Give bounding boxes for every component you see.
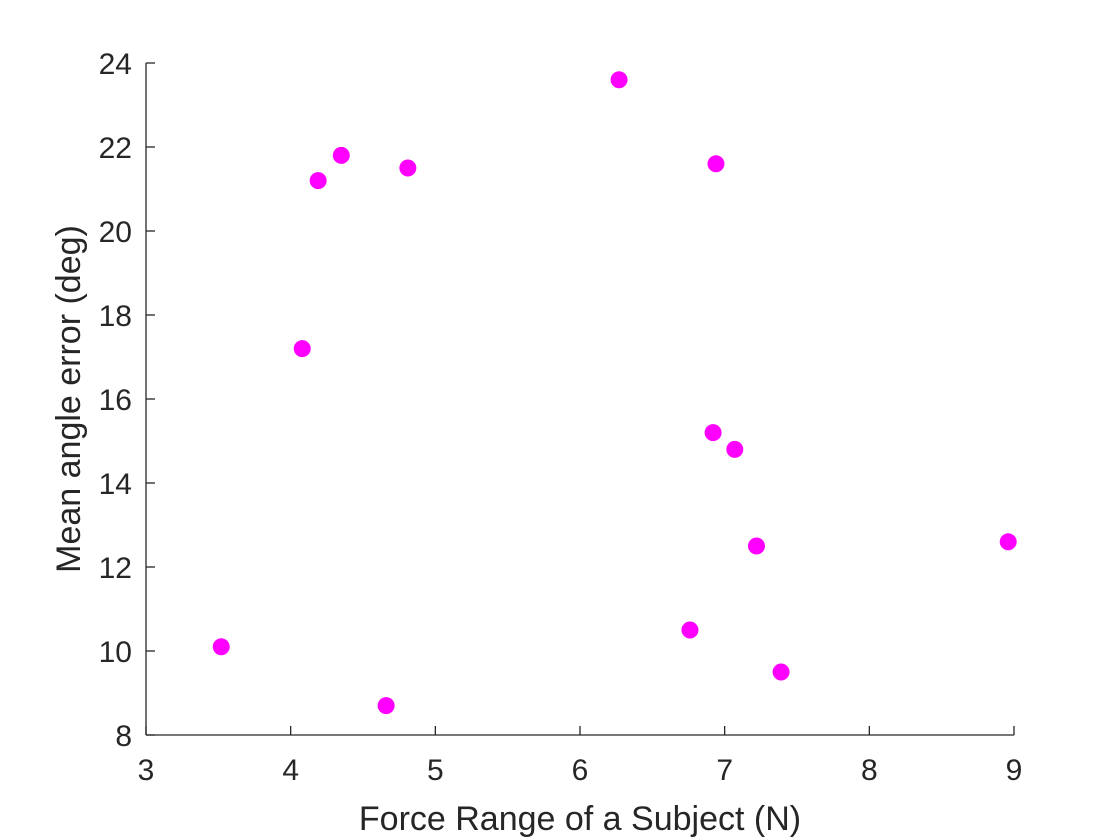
y-tick-label: 16 (99, 384, 132, 417)
y-tick-label: 8 (115, 720, 132, 753)
y-axis-title: Mean angle error (deg) (50, 225, 88, 573)
y-tick-label: 20 (99, 216, 132, 249)
x-tick-label: 5 (427, 754, 444, 787)
y-tick-label: 18 (99, 300, 132, 333)
data-point (704, 424, 722, 442)
x-tick-label: 7 (716, 754, 733, 787)
data-point (399, 159, 417, 177)
x-tick-label: 9 (1006, 754, 1023, 787)
y-tick-label: 12 (99, 552, 132, 585)
x-tick-label: 8 (861, 754, 878, 787)
axes: 3 4 5 6 7 8 9 8 10 12 14 16 18 20 22 24 (99, 48, 1023, 787)
data-point (332, 146, 350, 164)
data-point (999, 533, 1017, 551)
data-point (726, 440, 744, 458)
x-axis-title: Force Range of a Subject (N) (359, 800, 801, 838)
y-tick-label: 10 (99, 636, 132, 669)
data-point (772, 663, 790, 681)
data-point (707, 155, 725, 173)
data-point (681, 621, 699, 639)
x-tick-label: 6 (572, 754, 589, 787)
data-point (293, 340, 311, 358)
data-point (610, 71, 628, 89)
x-tick-label: 3 (138, 754, 155, 787)
data-point (309, 172, 327, 190)
data-point (747, 537, 765, 555)
data-point (212, 638, 230, 656)
y-tick-label: 22 (99, 132, 132, 165)
data-point (377, 697, 395, 715)
data-points (212, 71, 1017, 715)
y-tick-label: 24 (99, 48, 132, 81)
x-tick-label: 4 (282, 754, 299, 787)
y-tick-label: 14 (99, 468, 132, 501)
